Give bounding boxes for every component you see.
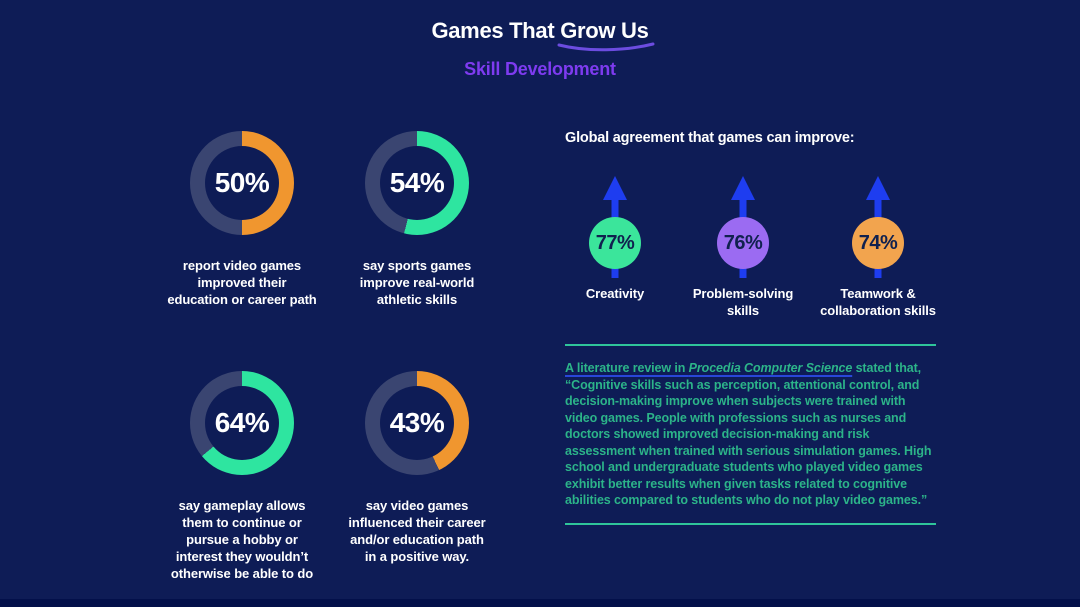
header: Games That Grow Us Skill Development [0, 18, 1080, 80]
page-title-highlight: Grow Us [557, 18, 655, 52]
stat-caption: Creativity [585, 286, 645, 301]
stat-caption: Teamwork & collaboration skills [820, 286, 936, 318]
underline-swoosh-icon [557, 42, 655, 52]
stat-creativity: 77% Creativity [540, 170, 690, 303]
up-arrow-icon: 74% [803, 170, 953, 282]
stat-caption: Problem-solving skills [692, 286, 794, 318]
link-prefix-text: A literature review in [565, 361, 689, 375]
donut-caption: say gameplay allows them to continue or … [170, 498, 314, 581]
donut-caption: say video games influenced their career … [348, 498, 486, 564]
donut-card-education: 50% report video games improved their ed… [147, 131, 337, 309]
up-arrow-icon: 76% [668, 170, 818, 282]
stat-pct-label: 76% [723, 231, 763, 254]
donut-card-sports: 54% say sports games improve real-world … [322, 131, 512, 309]
stat-pct-label: 77% [595, 231, 635, 254]
stat-teamwork: 74% Teamwork & collaboration skills [803, 170, 953, 320]
stat-pct-label: 74% [858, 231, 898, 254]
page-title-highlight-text: Grow Us [560, 18, 649, 43]
quote-body-text: “Cognitive skills such as perception, at… [565, 377, 932, 508]
donut-pct-label: 54% [389, 167, 445, 198]
donut-card-hobby: 64% say gameplay allows them to continue… [147, 371, 337, 582]
quote-paragraph: A literature review in Procedia Computer… [565, 360, 936, 509]
literature-quote-block: A literature review in Procedia Computer… [565, 344, 936, 525]
stat-circle: 77% [589, 217, 641, 269]
donut-chart-50: 50% [190, 131, 294, 235]
donut-hole: 64% [205, 386, 279, 460]
donut-pct-label: 50% [214, 167, 270, 198]
donut-caption: report video games improved their educat… [167, 258, 317, 307]
stat-circle: 74% [852, 217, 904, 269]
stat-circle: 76% [717, 217, 769, 269]
donut-chart-54: 54% [365, 131, 469, 235]
journal-title: Procedia Computer Science [688, 361, 853, 375]
donut-hole: 54% [380, 146, 454, 220]
stat-problem-solving: 76% Problem-solving skills [668, 170, 818, 320]
divider-top [565, 344, 936, 346]
donut-card-career: 43% say video games influenced their car… [322, 371, 512, 566]
arrow-head-icon [603, 176, 627, 200]
donut-pct-label: 64% [214, 407, 270, 438]
literature-review-link[interactable]: A literature review in Procedia Computer… [565, 361, 852, 375]
arrow-head-icon [866, 176, 890, 200]
donut-chart-43: 43% [365, 371, 469, 475]
global-agreement-heading: Global agreement that games can improve: [565, 130, 855, 146]
donut-chart-64: 64% [190, 371, 294, 475]
donut-hole: 43% [380, 386, 454, 460]
up-arrow-icon: 77% [540, 170, 690, 282]
page-title-prefix: Games That [431, 18, 561, 43]
donut-pct-label: 43% [389, 407, 445, 438]
page-subtitle: Skill Development [464, 59, 616, 79]
bottom-bar [0, 599, 1080, 607]
after-link-text: stated that, [852, 361, 922, 375]
divider-bottom [565, 522, 936, 525]
donut-hole: 50% [205, 146, 279, 220]
arrow-head-icon [731, 176, 755, 200]
donut-caption: say sports games improve real-world athl… [359, 258, 475, 307]
page-title: Games That Grow Us [0, 18, 1080, 52]
